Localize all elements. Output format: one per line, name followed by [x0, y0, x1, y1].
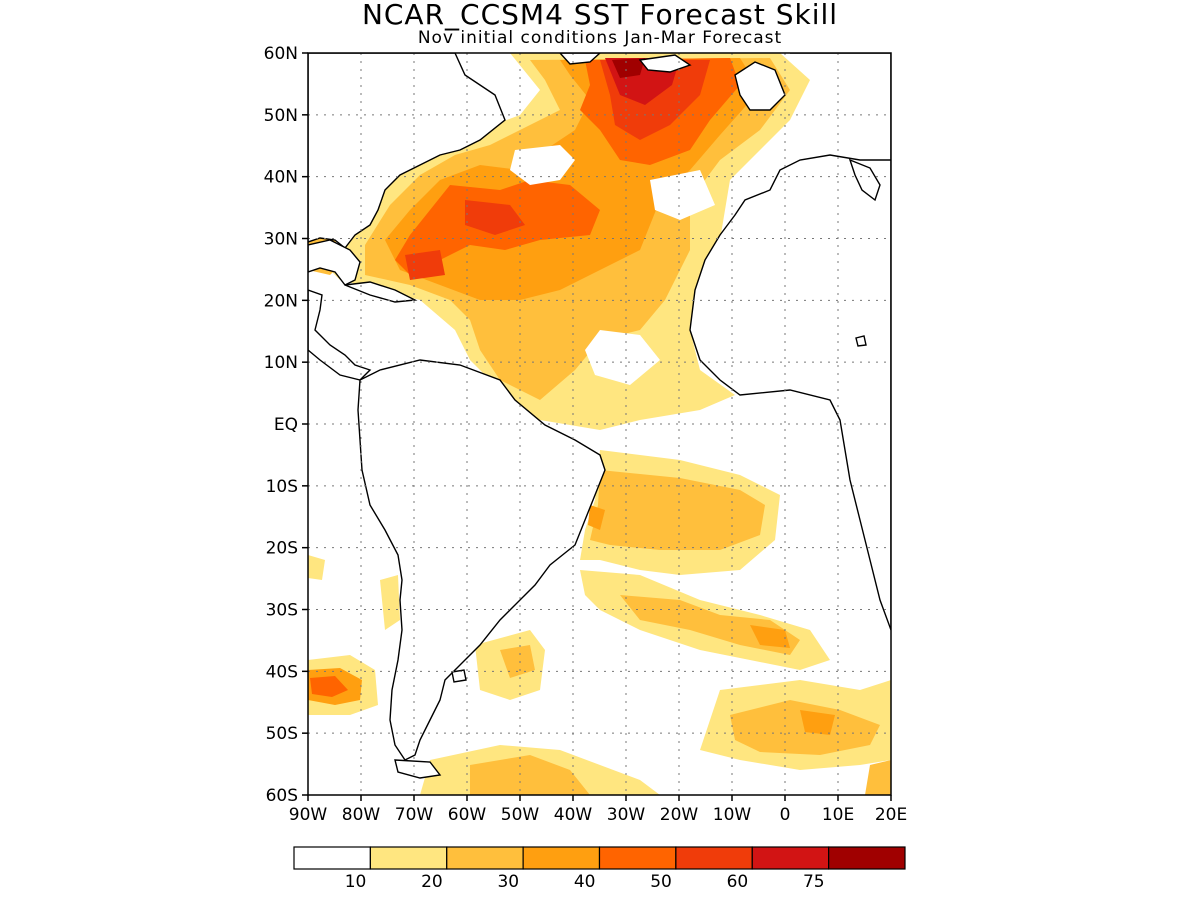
land-cape-verde [855, 335, 867, 347]
lon-tick-label: 20E [875, 805, 907, 825]
colorbar-label: 10 [345, 872, 367, 892]
colorbar-swatch [446, 846, 524, 870]
colorbar-label: 60 [727, 872, 749, 892]
lat-tick-label: 10N [264, 353, 298, 373]
land-italy [848, 158, 881, 202]
lat-tick-label: 40S [266, 662, 298, 682]
land-antarctic-tip [394, 759, 442, 779]
skill-gap-na-3 [650, 170, 715, 220]
skill-gap-na-2 [585, 330, 660, 385]
lon-tick-label: 70W [395, 805, 434, 825]
gridlines [308, 53, 891, 795]
colorbar-swatch [675, 846, 753, 870]
skill-region-sa-20 [590, 470, 765, 550]
colorbar-label: 75 [803, 872, 825, 892]
land-cuba [344, 281, 418, 303]
axes: 60N 50N 40N 30N 20N 10N EQ 10S 20S 30S 40S 50S 60S90… [264, 44, 908, 825]
lon-tick-label: 80W [342, 805, 381, 825]
land-iceland [638, 54, 692, 73]
land-greenland-tip [559, 53, 602, 65]
lat-tick-label: 30N [264, 230, 298, 250]
skill-region-patagonia-20 [500, 645, 535, 678]
land-north-america [308, 53, 506, 249]
skill-region-pacific-small [308, 555, 325, 580]
land-gulf-coast [308, 239, 361, 286]
lon-tick-label: 30W [607, 805, 646, 825]
skill-region-sa-mid-30 [750, 625, 790, 648]
lat-tick-label: 20S [266, 539, 298, 559]
skill-region-sa-30 [588, 505, 605, 530]
lon-tick-label: 0 [780, 805, 791, 825]
colorbar-swatch [369, 846, 448, 870]
lat-tick-label: EQ [274, 415, 298, 435]
colorbar: 10 20 30 40 50 60 75 [293, 846, 906, 892]
land-british-isles [734, 61, 786, 111]
lon-tick-label: 50W [501, 805, 540, 825]
lon-tick-label: 90W [289, 805, 328, 825]
skill-region-so-east [865, 760, 891, 795]
skill-region-na-50c [405, 250, 445, 280]
lon-tick-label: 60W [448, 805, 487, 825]
lat-tick-label: 40N [264, 168, 298, 188]
land-central-america [308, 289, 372, 381]
skill-region-sa-mid-20 [620, 595, 800, 655]
colorbar-swatch [751, 846, 830, 870]
colorbar-label: 30 [497, 872, 519, 892]
land-europe-africa [689, 53, 891, 631]
lat-tick-label: 60S [266, 786, 298, 806]
coastlines [308, 53, 891, 779]
colorbar-swatch [828, 846, 906, 870]
skill-region-na-75 [612, 58, 645, 78]
lat-tick-label: 30S [266, 601, 298, 621]
skill-region-pacific-west-40 [310, 676, 348, 697]
map-title: NCAR_CCSM4 SST Forecast Skill [361, 0, 839, 31]
land-falklands [451, 669, 467, 683]
lat-tick-label: 60N [264, 44, 298, 64]
land-south-america [357, 359, 606, 761]
map-subtitle: Nov initial conditions Jan-Mar Forecast [417, 28, 783, 48]
skill-region-so-30 [800, 710, 835, 735]
skill-region-chile [380, 575, 400, 630]
skill-region-so-west-20 [470, 755, 590, 795]
skill-region-na-50b [465, 200, 525, 235]
lat-tick-label: 50N [264, 106, 298, 126]
lon-tick-label: 10E [822, 805, 854, 825]
colorbar-label: 40 [574, 872, 596, 892]
lon-tick-label: 10W [713, 805, 752, 825]
lon-tick-label: 20W [660, 805, 699, 825]
lat-tick-label: 20N [264, 291, 298, 311]
colorbar-label: 50 [650, 872, 672, 892]
colorbar-swatch [293, 846, 371, 870]
colorbar-swatch [598, 846, 677, 870]
colorbar-label: 20 [421, 872, 443, 892]
lat-tick-label: 50S [266, 724, 298, 744]
skill-gap-na-1 [510, 145, 575, 185]
lat-tick-label: 10S [266, 477, 298, 497]
lon-tick-label: 40W [554, 805, 593, 825]
colorbar-swatch [522, 846, 601, 870]
